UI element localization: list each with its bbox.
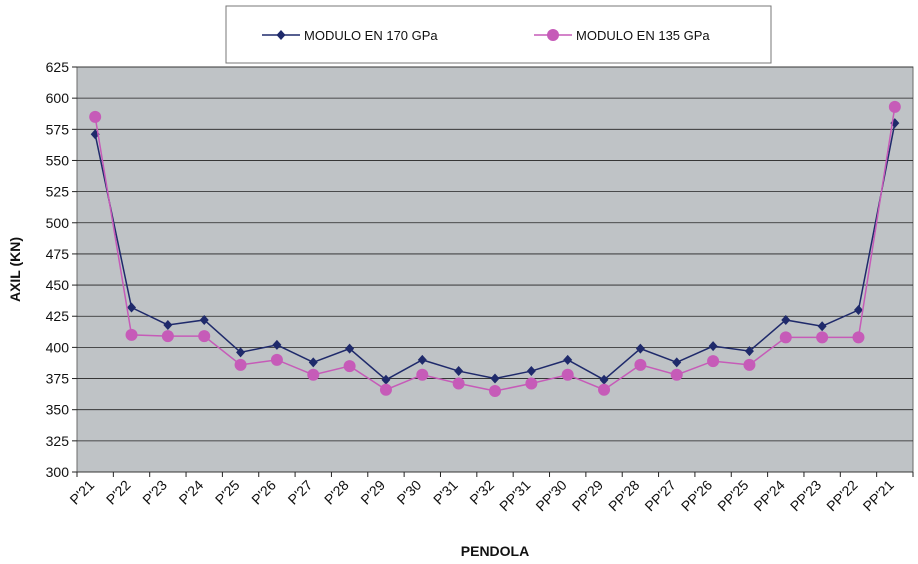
data-point (381, 374, 391, 385)
legend-label: MODULO EN 135 GPa (576, 28, 710, 43)
y-tick-label: 350 (46, 402, 70, 418)
data-point (670, 368, 683, 381)
data-point (816, 331, 829, 344)
y-tick-label: 625 (46, 59, 70, 75)
legend-box (225, 5, 772, 64)
y-tick-label: 425 (46, 308, 70, 324)
plot-area (76, 66, 914, 473)
data-point (672, 357, 682, 368)
data-point (236, 347, 246, 358)
data-point (308, 357, 318, 368)
legend-entry: MODULO EN 135 GPa (534, 28, 710, 43)
data-point (634, 358, 647, 371)
series-2 (89, 100, 901, 397)
data-point (779, 331, 792, 344)
data-point (452, 377, 465, 390)
data-point (853, 305, 863, 315)
y-axis-tick-labels: 300 325 350 375 400 425 450 475 500 525 550 575 600 6… (46, 59, 70, 480)
y-tick-label: 550 (46, 152, 70, 168)
legend-entry: MODULO EN 170 GPa (262, 28, 438, 43)
data-point (343, 360, 356, 373)
series-layer (89, 100, 901, 397)
x-axis-title: PENDOLA (461, 543, 529, 559)
data-point (635, 343, 645, 354)
data-point (743, 358, 756, 371)
data-point (781, 314, 791, 325)
data-point (417, 354, 427, 365)
data-point (307, 368, 320, 381)
y-tick-label: 375 (46, 371, 70, 387)
legend-label: MODULO EN 170 GPa (304, 28, 438, 43)
x-axis-ticks (76, 472, 914, 477)
data-point (707, 355, 720, 368)
data-point (563, 354, 573, 365)
data-point (163, 319, 173, 330)
data-point (345, 343, 355, 354)
y-axis-title: AXIL (KN) (7, 237, 23, 302)
data-point (708, 341, 718, 352)
y-tick-label: 450 (46, 277, 70, 293)
y-tick-label: 300 (46, 464, 70, 480)
y-tick-label: 500 (46, 215, 70, 231)
y-tick-label: 600 (46, 90, 70, 106)
data-point (490, 373, 500, 384)
y-tick-label: 475 (46, 246, 70, 262)
data-point (744, 346, 754, 357)
data-point (489, 385, 501, 397)
data-point (198, 330, 211, 343)
data-point (561, 368, 574, 381)
data-point (234, 358, 247, 371)
y-tick-label: 400 (46, 339, 70, 355)
data-point (525, 377, 538, 390)
data-point (599, 374, 609, 385)
data-point (454, 366, 464, 377)
gridlines (72, 66, 913, 473)
data-point (817, 321, 827, 332)
y-tick-label: 575 (46, 121, 70, 137)
legend-marker (547, 29, 559, 41)
series-1 (90, 118, 900, 385)
data-point (161, 330, 174, 343)
data-point (272, 339, 282, 350)
data-point (270, 353, 283, 366)
data-point (852, 331, 865, 344)
data-point (598, 383, 611, 396)
data-point (526, 366, 536, 377)
data-point (89, 110, 102, 123)
data-point (379, 383, 392, 396)
data-point (416, 368, 429, 381)
data-point (888, 100, 901, 113)
legend: MODULO EN 170 GPa MODULO EN 135 GPa (225, 5, 772, 64)
data-point (125, 328, 138, 341)
y-tick-label: 325 (46, 433, 70, 449)
data-point (199, 314, 209, 325)
y-tick-label: 525 (46, 184, 70, 200)
data-point (127, 302, 137, 313)
legend-marker (276, 30, 286, 40)
